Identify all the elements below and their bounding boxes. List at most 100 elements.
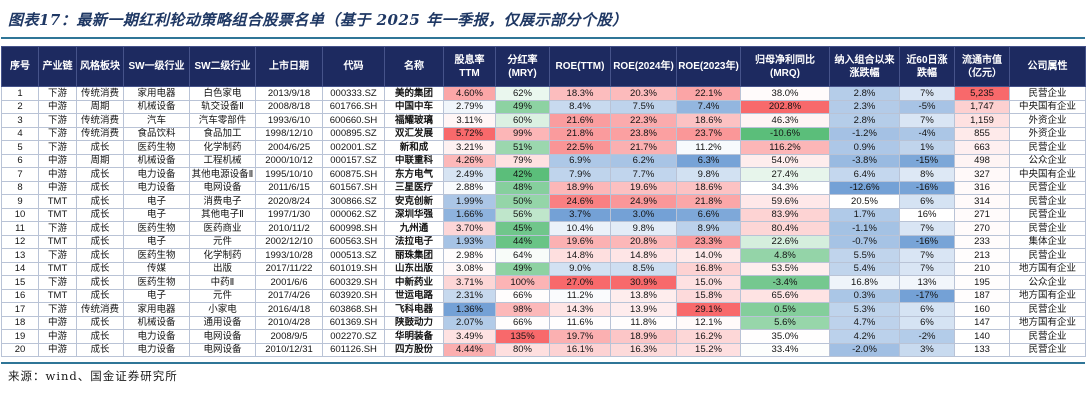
cell-dividend-yield-ttm: 5.72% — [443, 126, 496, 141]
cell-listing-date: 2010/4/28 — [255, 315, 323, 330]
cell-payout-ratio-mry: 51% — [495, 140, 550, 155]
cell-code: 601369.SH — [322, 315, 385, 330]
cell-style-block: 成长 — [76, 261, 124, 276]
column-header-industry-chain: 产业链 — [38, 46, 77, 87]
cell-ownership: 民营企业 — [1009, 180, 1086, 195]
cell-return-since-inclusion: 2.8% — [829, 113, 900, 128]
cell-industry-chain: 中游 — [38, 99, 77, 114]
cell-ownership: 集体企业 — [1009, 234, 1086, 249]
cell-style-block: 成长 — [76, 329, 124, 344]
cell-industry-chain: TMT — [38, 261, 77, 276]
cell-code: 600660.SH — [322, 113, 385, 128]
cell-return-since-inclusion: 4.7% — [829, 315, 900, 330]
cell-dividend-yield-ttm: 2.98% — [443, 248, 496, 263]
cell-industry-chain: 中游 — [38, 167, 77, 182]
cell-index: 2 — [1, 99, 39, 114]
cell-ownership: 民营企业 — [1009, 302, 1086, 317]
cell-return-60d: -15% — [899, 153, 955, 168]
cell-index: 5 — [1, 140, 39, 155]
cell-roe-2023: 29.1% — [676, 302, 741, 317]
cell-industry-chain: TMT — [38, 207, 77, 222]
cell-style-block: 成长 — [76, 315, 124, 330]
cell-roe-2023: 12.1% — [676, 315, 741, 330]
cell-listing-date: 2008/9/5 — [255, 329, 323, 344]
cell-payout-ratio-mry: 45% — [495, 221, 550, 236]
table-row: 15 下游 成长 医药生物 中药Ⅱ 2001/6/6 600329.SH 中新药业 3.71% 1… — [1, 275, 1086, 290]
cell-listing-date: 1997/1/30 — [255, 207, 323, 222]
cell-roe-ttm: 18.9% — [549, 180, 611, 195]
cell-sw-level2-industry: 其他电源设备Ⅱ — [189, 167, 256, 182]
cell-profit-growth-mrq: 27.4% — [740, 167, 830, 182]
cell-index: 1 — [1, 86, 39, 101]
cell-roe-ttm: 11.6% — [549, 315, 611, 330]
cell-style-block: 成长 — [76, 194, 124, 209]
table-row: 17 下游 传统消费 家用电器 小家电 2016/4/18 603868.SH 飞科电器 1.3… — [1, 302, 1086, 317]
cell-industry-chain: 中游 — [38, 342, 77, 357]
cell-payout-ratio-mry: 66% — [495, 315, 550, 330]
cell-index: 15 — [1, 275, 39, 290]
cell-payout-ratio-mry: 99% — [495, 126, 550, 141]
cell-return-60d: 7% — [899, 261, 955, 276]
cell-code: 000333.SZ — [322, 86, 385, 101]
column-header-sw-level1-industry: SW一级行业 — [123, 46, 190, 87]
source-note: 来源：wind、国金证券研究所 — [8, 369, 178, 383]
cell-listing-date: 1995/10/10 — [255, 167, 323, 182]
cell-index: 20 — [1, 342, 39, 357]
cell-roe-ttm: 21.8% — [549, 126, 611, 141]
cell-name: 美的集团 — [384, 86, 444, 101]
cell-roe-ttm: 8.4% — [549, 99, 611, 114]
cell-float-market-cap: 187 — [954, 288, 1010, 303]
cell-index: 13 — [1, 248, 39, 263]
cell-profit-growth-mrq: 35.0% — [740, 329, 830, 344]
cell-ownership: 民营企业 — [1009, 248, 1086, 263]
column-header-dividend-yield-ttm: 股息率 TTM — [443, 46, 496, 87]
cell-sw-level1-industry: 电子 — [123, 207, 190, 222]
cell-ownership: 民营企业 — [1009, 221, 1086, 236]
cell-ownership: 外资企业 — [1009, 126, 1086, 141]
cell-listing-date: 2001/6/6 — [255, 275, 323, 290]
cell-profit-growth-mrq: 65.6% — [740, 288, 830, 303]
cell-sw-level1-industry: 电子 — [123, 288, 190, 303]
cell-sw-level1-industry: 医药生物 — [123, 140, 190, 155]
cell-style-block: 成长 — [76, 221, 124, 236]
cell-return-60d: 7% — [899, 221, 955, 236]
cell-dividend-yield-ttm: 1.99% — [443, 194, 496, 209]
cell-roe-2023: 16.8% — [676, 261, 741, 276]
cell-roe-ttm: 19.6% — [549, 234, 611, 249]
cell-listing-date: 2000/10/12 — [255, 153, 323, 168]
cell-profit-growth-mrq: 38.0% — [740, 86, 830, 101]
cell-industry-chain: 下游 — [38, 140, 77, 155]
cell-name: 中联重科 — [384, 153, 444, 168]
cell-name: 九州通 — [384, 221, 444, 236]
cell-roe-ttm: 3.7% — [549, 207, 611, 222]
cell-code: 603920.SH — [322, 288, 385, 303]
table-row: 9 TMT 成长 电子 消费电子 2020/8/24 300866.SZ 安克创新 1.99% 5… — [1, 194, 1086, 209]
cell-code: 000513.SZ — [322, 248, 385, 263]
cell-index: 12 — [1, 234, 39, 249]
source-divider — [1, 362, 1085, 364]
cell-ownership: 中央国有企业 — [1009, 167, 1086, 182]
column-header-listing-date: 上市日期 — [255, 46, 323, 87]
cell-roe-2024: 30.9% — [610, 275, 677, 290]
cell-return-since-inclusion: -3.8% — [829, 153, 900, 168]
cell-industry-chain: 下游 — [38, 302, 77, 317]
cell-style-block: 周期 — [76, 99, 124, 114]
cell-industry-chain: 下游 — [38, 126, 77, 141]
cell-style-block: 传统消费 — [76, 86, 124, 101]
cell-return-since-inclusion: 2.8% — [829, 86, 900, 101]
cell-return-60d: -4% — [899, 126, 955, 141]
cell-roe-ttm: 22.5% — [549, 140, 611, 155]
cell-style-block: 成长 — [76, 288, 124, 303]
cell-roe-ttm: 11.2% — [549, 288, 611, 303]
cell-return-60d: 6% — [899, 302, 955, 317]
cell-roe-ttm: 21.6% — [549, 113, 611, 128]
cell-profit-growth-mrq: 46.3% — [740, 113, 830, 128]
cell-code: 002270.SZ — [322, 329, 385, 344]
cell-dividend-yield-ttm: 3.49% — [443, 329, 496, 344]
cell-return-60d: 13% — [899, 275, 955, 290]
cell-industry-chain: 下游 — [38, 275, 77, 290]
column-header-style-block: 风格板块 — [76, 46, 124, 87]
cell-code: 000062.SZ — [322, 207, 385, 222]
cell-roe-2024: 16.3% — [610, 342, 677, 357]
cell-style-block: 周期 — [76, 153, 124, 168]
